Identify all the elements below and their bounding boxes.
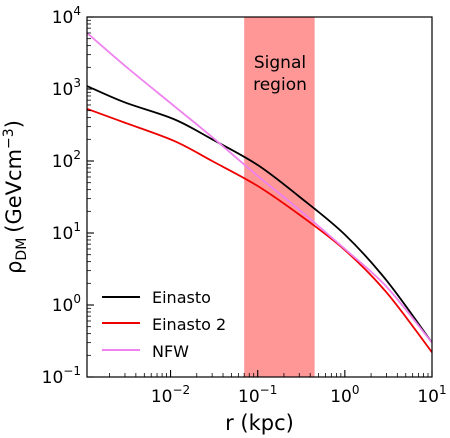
series-line-einasto-2	[87, 108, 432, 353]
y-tick-label: 103	[52, 76, 81, 100]
x-axis-label: r (kpc)	[225, 411, 294, 435]
signal-region	[244, 17, 315, 377]
series-line-einasto	[87, 85, 432, 344]
y-tick-label: 100	[52, 292, 81, 316]
signal-region-label-line-2: region	[253, 75, 307, 95]
x-tick-label: 100	[330, 383, 359, 407]
series-line-nfw	[87, 32, 432, 344]
plot-area-frame	[86, 16, 433, 378]
y-tick-label: 102	[52, 148, 81, 172]
signal-region-label-line-1: Signal	[254, 53, 306, 73]
legend-label-einasto-2: Einasto 2	[152, 315, 226, 334]
x-tick-label: 10−1	[238, 383, 277, 407]
legend: Einasto Einasto 2 NFW	[102, 288, 226, 361]
y-tick-label: 101	[52, 220, 81, 244]
x-tick-label: 10−2	[151, 383, 190, 407]
signal-region-label: Signal region	[253, 53, 307, 95]
y-axis-label: ρDM(GeVcm−3)	[1, 120, 30, 274]
legend-label-nfw: NFW	[152, 342, 189, 361]
x-tick-label: 101	[417, 383, 446, 407]
legend-label-einasto: Einasto	[152, 288, 211, 307]
y-tick-label: 10−1	[42, 364, 81, 388]
y-tick-label: 104	[52, 4, 81, 28]
